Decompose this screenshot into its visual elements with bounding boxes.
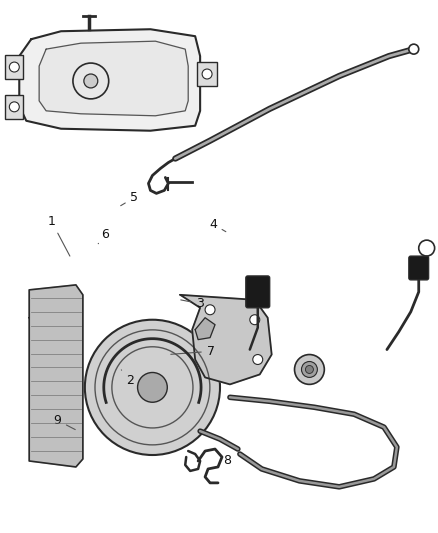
- FancyBboxPatch shape: [5, 55, 23, 79]
- Circle shape: [408, 44, 418, 54]
- Circle shape: [137, 373, 167, 402]
- Circle shape: [305, 366, 313, 374]
- Polygon shape: [180, 295, 271, 384]
- Text: 2: 2: [121, 370, 134, 387]
- FancyBboxPatch shape: [5, 95, 23, 119]
- Polygon shape: [19, 29, 200, 131]
- Circle shape: [9, 62, 19, 72]
- Text: 7: 7: [170, 345, 214, 358]
- FancyBboxPatch shape: [245, 276, 269, 308]
- Polygon shape: [29, 285, 83, 467]
- Circle shape: [252, 354, 262, 365]
- Circle shape: [201, 69, 212, 79]
- Text: 6: 6: [98, 228, 109, 244]
- Circle shape: [301, 361, 317, 377]
- Circle shape: [84, 74, 98, 88]
- Circle shape: [85, 320, 219, 455]
- Circle shape: [294, 354, 324, 384]
- Text: 8: 8: [217, 451, 231, 466]
- FancyBboxPatch shape: [408, 256, 427, 280]
- Text: 9: 9: [53, 414, 75, 430]
- Polygon shape: [39, 41, 188, 116]
- Polygon shape: [195, 318, 215, 340]
- Circle shape: [205, 305, 215, 315]
- Circle shape: [249, 315, 259, 325]
- Text: 3: 3: [180, 297, 203, 310]
- FancyBboxPatch shape: [197, 62, 216, 86]
- Text: 1: 1: [47, 215, 70, 256]
- Text: 4: 4: [208, 217, 225, 232]
- Text: 5: 5: [120, 191, 138, 206]
- Circle shape: [9, 102, 19, 112]
